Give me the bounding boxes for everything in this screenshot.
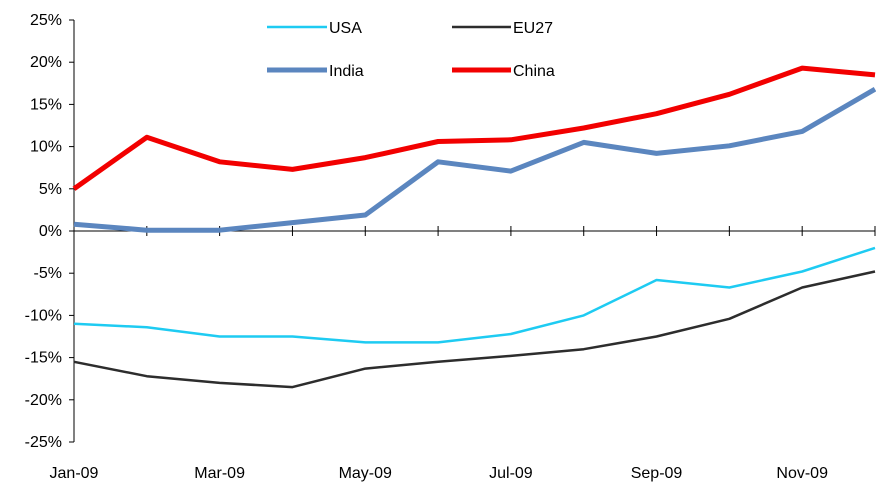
- x-tick-label: Jul-09: [489, 465, 533, 482]
- y-tick-label: 25%: [30, 12, 62, 29]
- series-line-eu27: [73, 270, 876, 389]
- y-tick-label: -20%: [25, 392, 62, 409]
- y-tick-label: 0%: [39, 223, 62, 240]
- x-tick-label: Sep-09: [631, 465, 683, 482]
- chart-axes: 25% 20% 15% 10% 5% 0% -5% -10% -15% -20% -25% Jan-0…: [25, 12, 876, 482]
- x-tick-label: Jan-09: [50, 465, 99, 482]
- series-line-usa: [73, 246, 876, 344]
- chart-series: [72, 65, 876, 389]
- y-tick-label: 20%: [30, 54, 62, 71]
- y-tick-label: -10%: [25, 307, 62, 324]
- y-tick-label: -15%: [25, 350, 62, 367]
- chart-legend: USA EU27 India China: [267, 20, 555, 80]
- legend-label-india: India: [329, 63, 364, 80]
- y-tick-label: -5%: [34, 265, 62, 282]
- legend-label-usa: USA: [329, 20, 362, 37]
- series-line-india: [73, 87, 876, 233]
- x-tick-label: Nov-09: [776, 465, 828, 482]
- y-tick-label: 5%: [39, 181, 62, 198]
- x-tick-label: May-09: [339, 465, 392, 482]
- legend-label-china: China: [513, 63, 555, 80]
- legend-label-eu27: EU27: [513, 20, 553, 37]
- y-tick-label: -25%: [25, 434, 62, 451]
- y-tick-label: 15%: [30, 96, 62, 113]
- y-tick-label: 10%: [30, 139, 62, 156]
- series-line-china: [72, 65, 876, 191]
- x-tick-label: Mar-09: [194, 465, 245, 482]
